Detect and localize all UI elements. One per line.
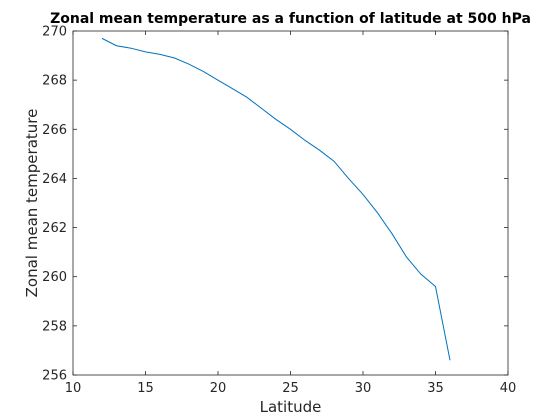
y-tick-label: 270 (42, 25, 67, 40)
x-tick-label: 25 (282, 381, 299, 396)
x-tick-label: 15 (137, 381, 154, 396)
y-tick-label: 260 (42, 270, 67, 285)
x-tick-label: 10 (65, 381, 82, 396)
series-layer (101, 37, 451, 361)
y-tick-label: 268 (42, 74, 67, 89)
y-tick-label: 264 (42, 172, 67, 187)
ticks-layer: 10 15 20 25 30 35 40 256 258 260 262 264 266 268 270 (42, 25, 516, 397)
x-tick-label: 30 (355, 381, 372, 396)
chart-title: Zonal mean temperature as a function of … (50, 11, 531, 27)
x-tick-label: 20 (210, 381, 227, 396)
plot-area (72, 30, 509, 376)
x-axis-label: Latitude (260, 398, 322, 416)
y-tick-label: 256 (42, 369, 67, 384)
y-tick-label: 262 (42, 221, 67, 236)
y-tick-label: 266 (42, 123, 67, 138)
x-tick-label: 40 (500, 381, 517, 396)
temperature-series-line (101, 37, 451, 361)
y-tick-label: 258 (42, 319, 67, 334)
y-axis-label: Zonal mean temperature (23, 109, 41, 298)
x-tick-label: 35 (427, 381, 444, 396)
